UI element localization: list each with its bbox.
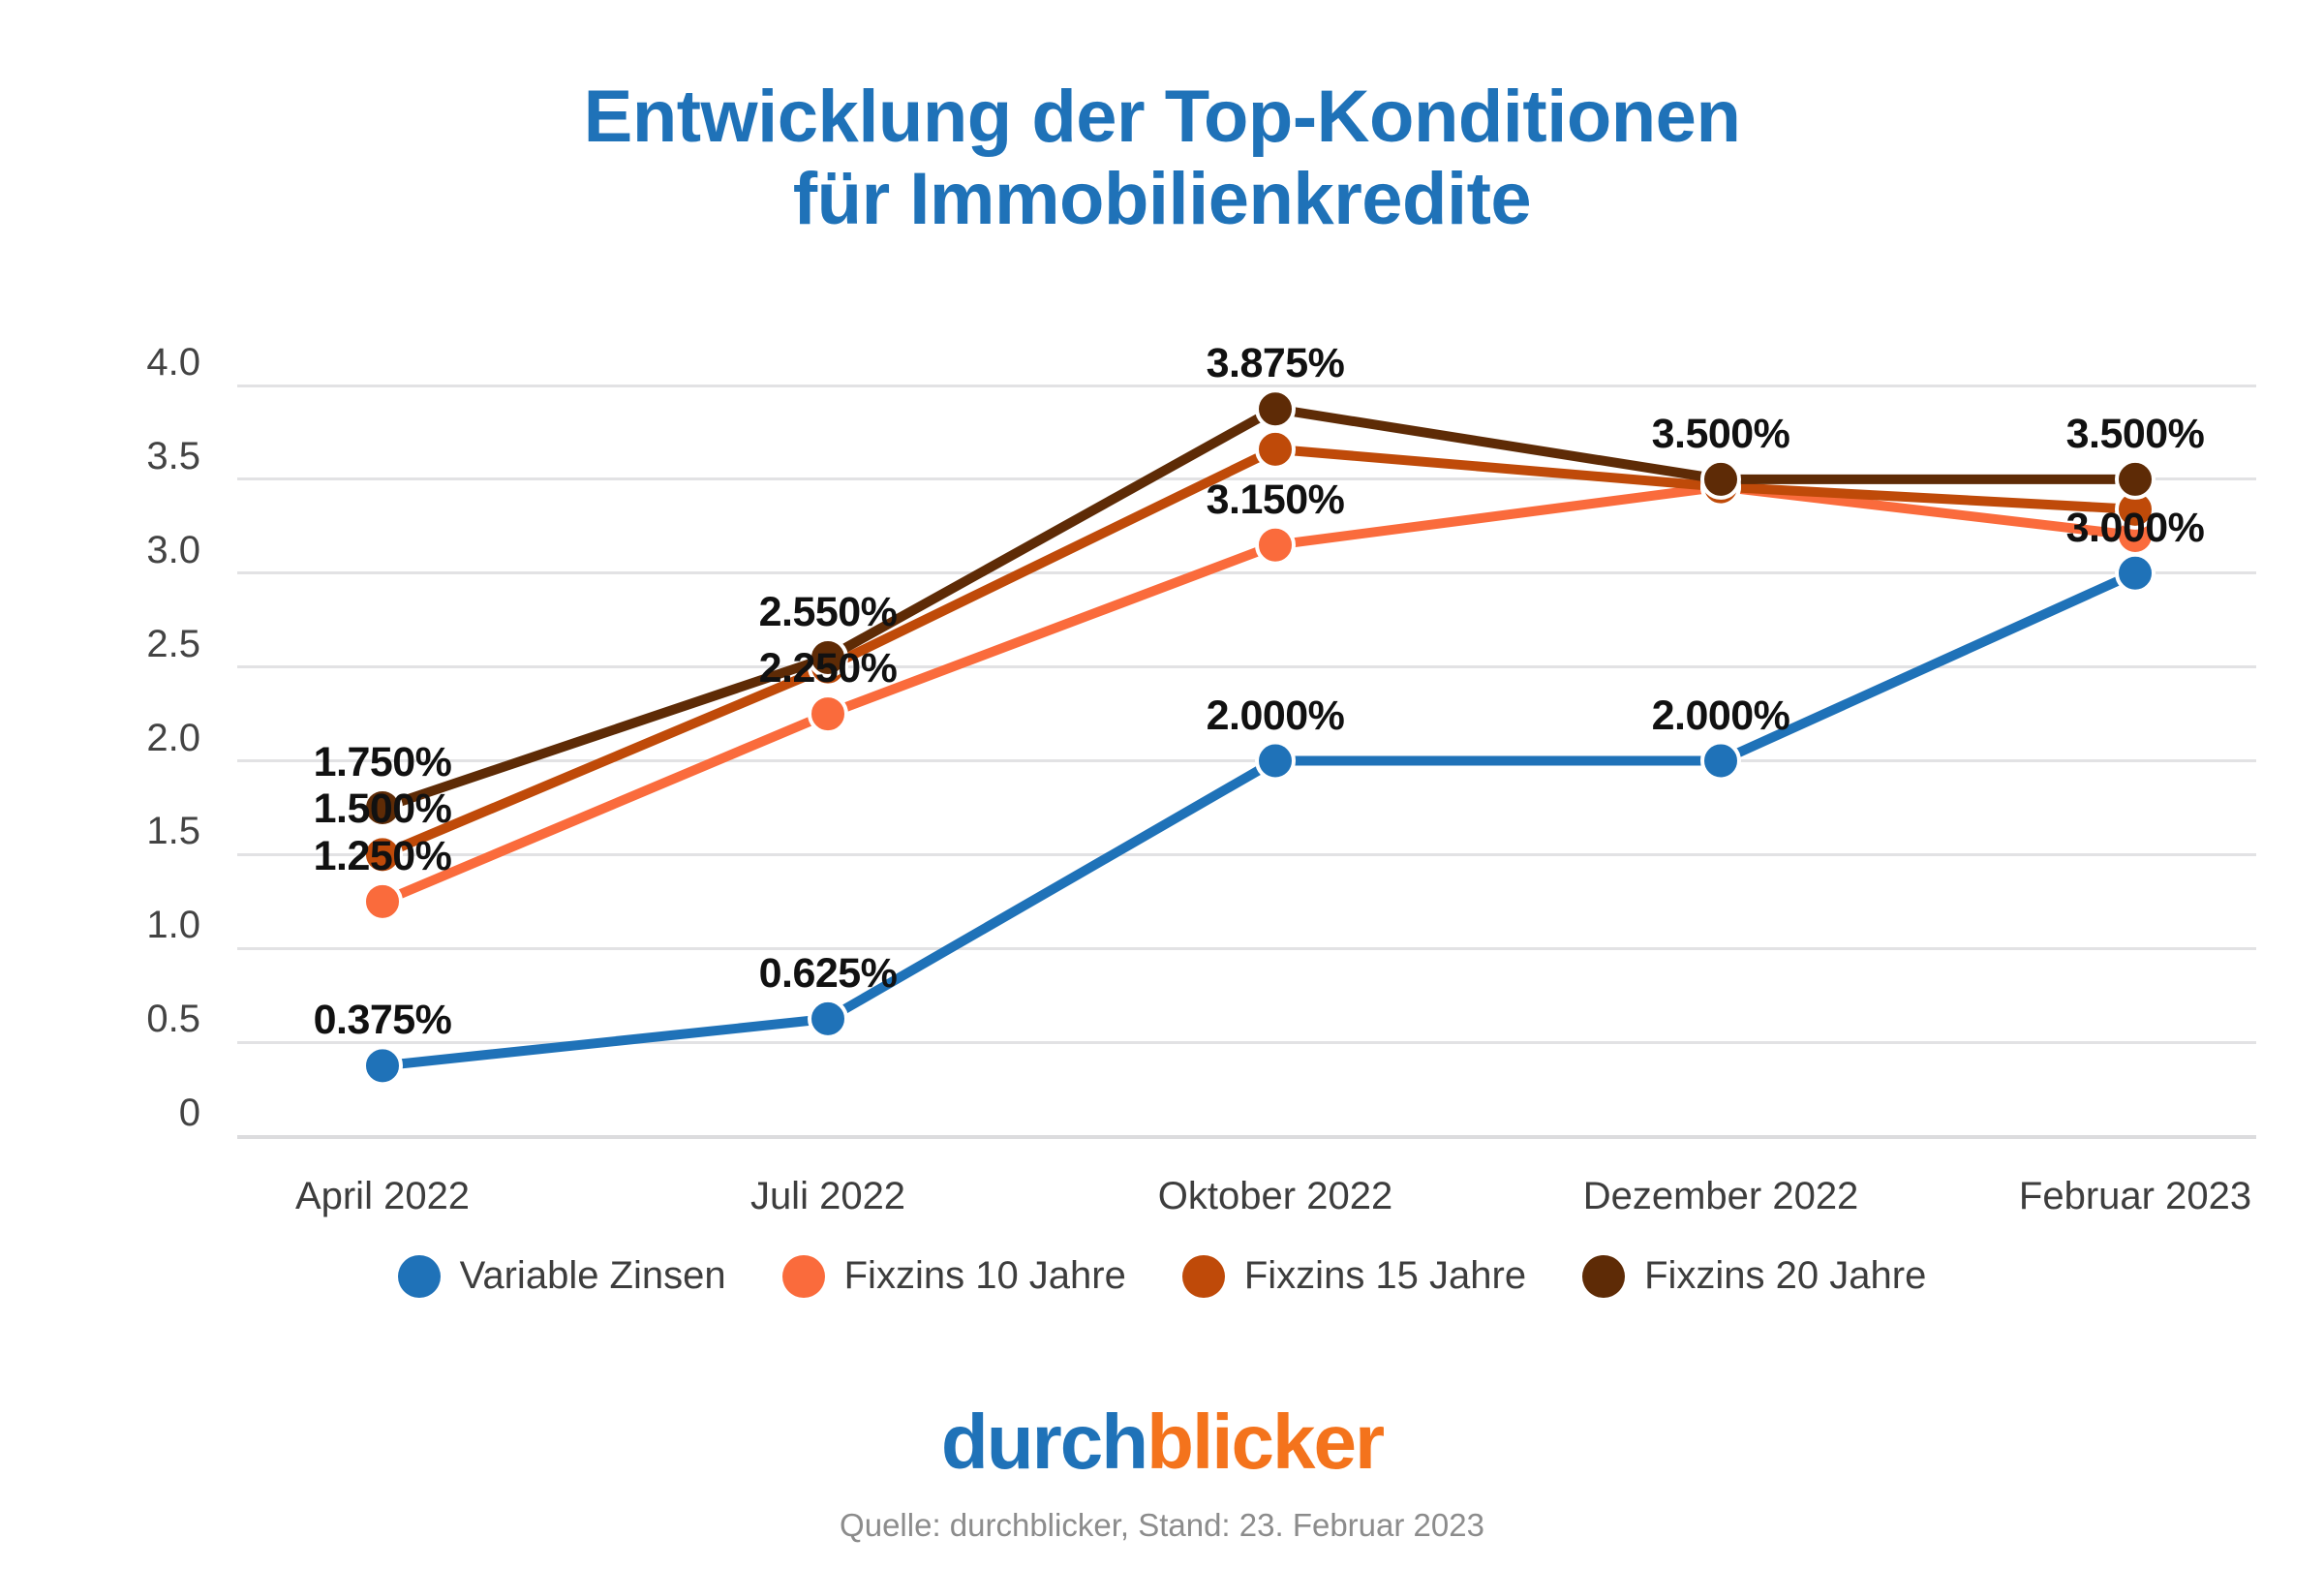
gridline (237, 1134, 2256, 1139)
gridline (237, 1040, 2256, 1044)
y-axis-tick-label: 1.5 (146, 810, 200, 853)
title-line-1: Entwicklung der Top-Konditionen (583, 76, 1741, 158)
legend-swatch-icon (397, 1254, 441, 1298)
legend-label: Fixzins 10 Jahre (843, 1254, 1126, 1297)
data-point-marker[interactable] (362, 880, 403, 922)
data-point-marker[interactable] (1255, 388, 1296, 430)
y-axis-tick-label: 0 (178, 1092, 200, 1134)
data-point-marker[interactable] (808, 998, 848, 1039)
data-point-label: 3.500% (1651, 410, 1790, 457)
legend-label: Variable Zinsen (459, 1254, 726, 1297)
title-line-2: für Immobilienkredite (792, 158, 1532, 241)
legend-swatch-icon (781, 1254, 825, 1298)
data-point-label: 2.000% (1206, 692, 1345, 739)
data-point-marker[interactable] (1255, 740, 1296, 782)
data-point-marker[interactable] (1255, 428, 1296, 470)
legend-label: Fixzins 15 Jahre (1243, 1254, 1527, 1297)
chart-legend: Variable Zinsen Fixzins 10 Jahre Fixzins 1… (0, 1254, 2324, 1298)
data-point-label: 2.250% (758, 645, 898, 692)
data-point-marker[interactable] (2115, 552, 2156, 594)
y-axis-tick-label: 3.5 (146, 434, 200, 477)
data-point-marker[interactable] (1700, 740, 1741, 782)
gridline (237, 477, 2256, 481)
data-point-label: 0.625% (758, 949, 898, 997)
gridline (237, 946, 2256, 950)
data-point-marker[interactable] (1255, 524, 1296, 566)
x-axis-tick-label: April 2022 (294, 1175, 471, 1217)
data-point-marker[interactable] (362, 834, 403, 876)
legend-item[interactable]: Fixzins 10 Jahre (781, 1254, 1126, 1298)
data-point-label: 3.150% (1206, 476, 1345, 523)
legend-item[interactable]: Variable Zinsen (397, 1254, 726, 1298)
gridline (237, 759, 2256, 762)
gridline (237, 571, 2256, 575)
data-point-marker[interactable] (1700, 458, 1741, 500)
legend-item[interactable]: Fixzins 15 Jahre (1181, 1254, 1527, 1298)
logo-text-durch: durch (940, 1399, 1148, 1485)
data-point-label: 0.375% (313, 997, 452, 1044)
gridline (237, 852, 2256, 856)
y-axis-tick-label: 2.5 (146, 622, 200, 665)
data-point-label: 2.550% (758, 588, 898, 635)
y-axis-tick-label: 0.5 (146, 998, 200, 1041)
data-point-label: 3.875% (1206, 340, 1345, 387)
data-point-label: 1.500% (313, 785, 452, 833)
gridline (237, 665, 2256, 669)
data-point-label: 2.000% (1651, 692, 1790, 739)
x-axis-tick-label: Dezember 2022 (1582, 1175, 1859, 1217)
legend-swatch-icon (1582, 1254, 1626, 1298)
legend-swatch-icon (1181, 1254, 1225, 1298)
y-axis-tick-label: 2.0 (146, 716, 200, 759)
source-note: Quelle: durchblicker, Stand: 23. Februar… (840, 1507, 1484, 1543)
data-point-marker[interactable] (362, 1045, 403, 1087)
y-axis-tick-label: 3.0 (146, 528, 200, 571)
y-axis-tick-label: 1.0 (146, 904, 200, 947)
gridline (237, 384, 2256, 387)
legend-label: Fixzins 20 Jahre (1644, 1254, 1927, 1297)
data-point-marker[interactable] (808, 636, 848, 678)
data-point-label: 1.250% (313, 832, 452, 879)
x-axis-tick-label: Februar 2023 (2018, 1175, 2252, 1217)
page-title: Entwicklung der Top-Konditionen für Immo… (0, 76, 2324, 240)
data-point-label: 3.500% (2065, 410, 2205, 457)
x-axis-tick-label: Oktober 2022 (1157, 1175, 1393, 1217)
data-point-marker[interactable] (2115, 458, 2156, 500)
data-point-marker[interactable] (808, 693, 848, 735)
x-axis-tick-label: Juli 2022 (749, 1175, 906, 1217)
legend-item[interactable]: Fixzins 20 Jahre (1582, 1254, 1926, 1298)
logo-text-blicker: blicker (1147, 1399, 1385, 1485)
data-point-marker[interactable] (362, 786, 403, 828)
y-axis-tick-label: 4.0 (146, 341, 200, 384)
data-point-label: 3.000% (2065, 504, 2205, 551)
series-line (378, 568, 2140, 1071)
durchblicker-logo: durchblicker (0, 1398, 2324, 1487)
data-point-label: 1.750% (313, 738, 452, 785)
